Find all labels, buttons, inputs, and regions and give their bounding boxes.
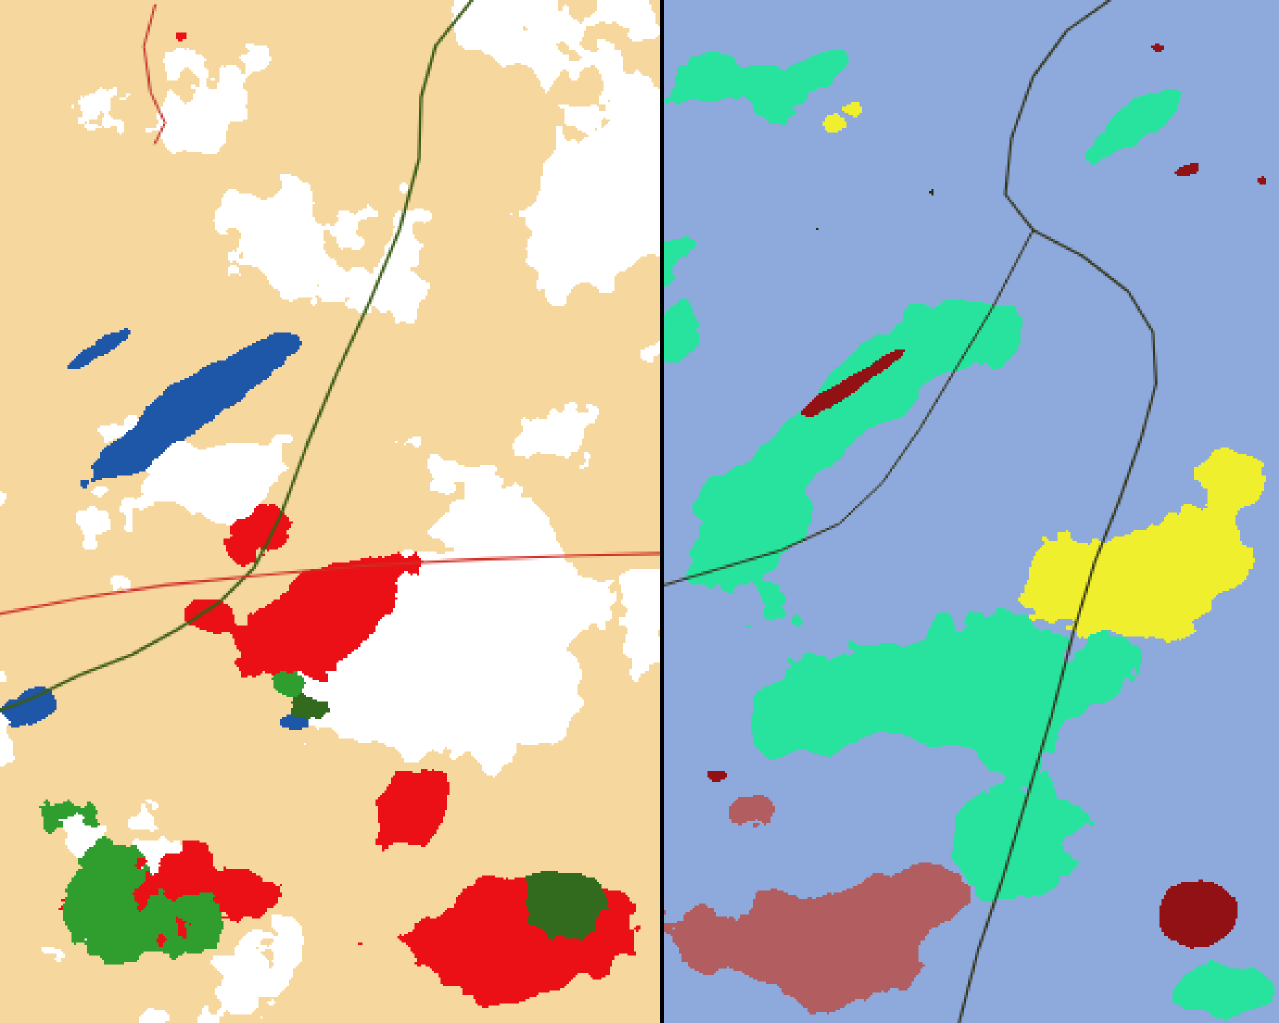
left-classification-map	[0, 0, 660, 1023]
right-classification-map	[664, 0, 1279, 1023]
panel-divider	[660, 0, 664, 1023]
